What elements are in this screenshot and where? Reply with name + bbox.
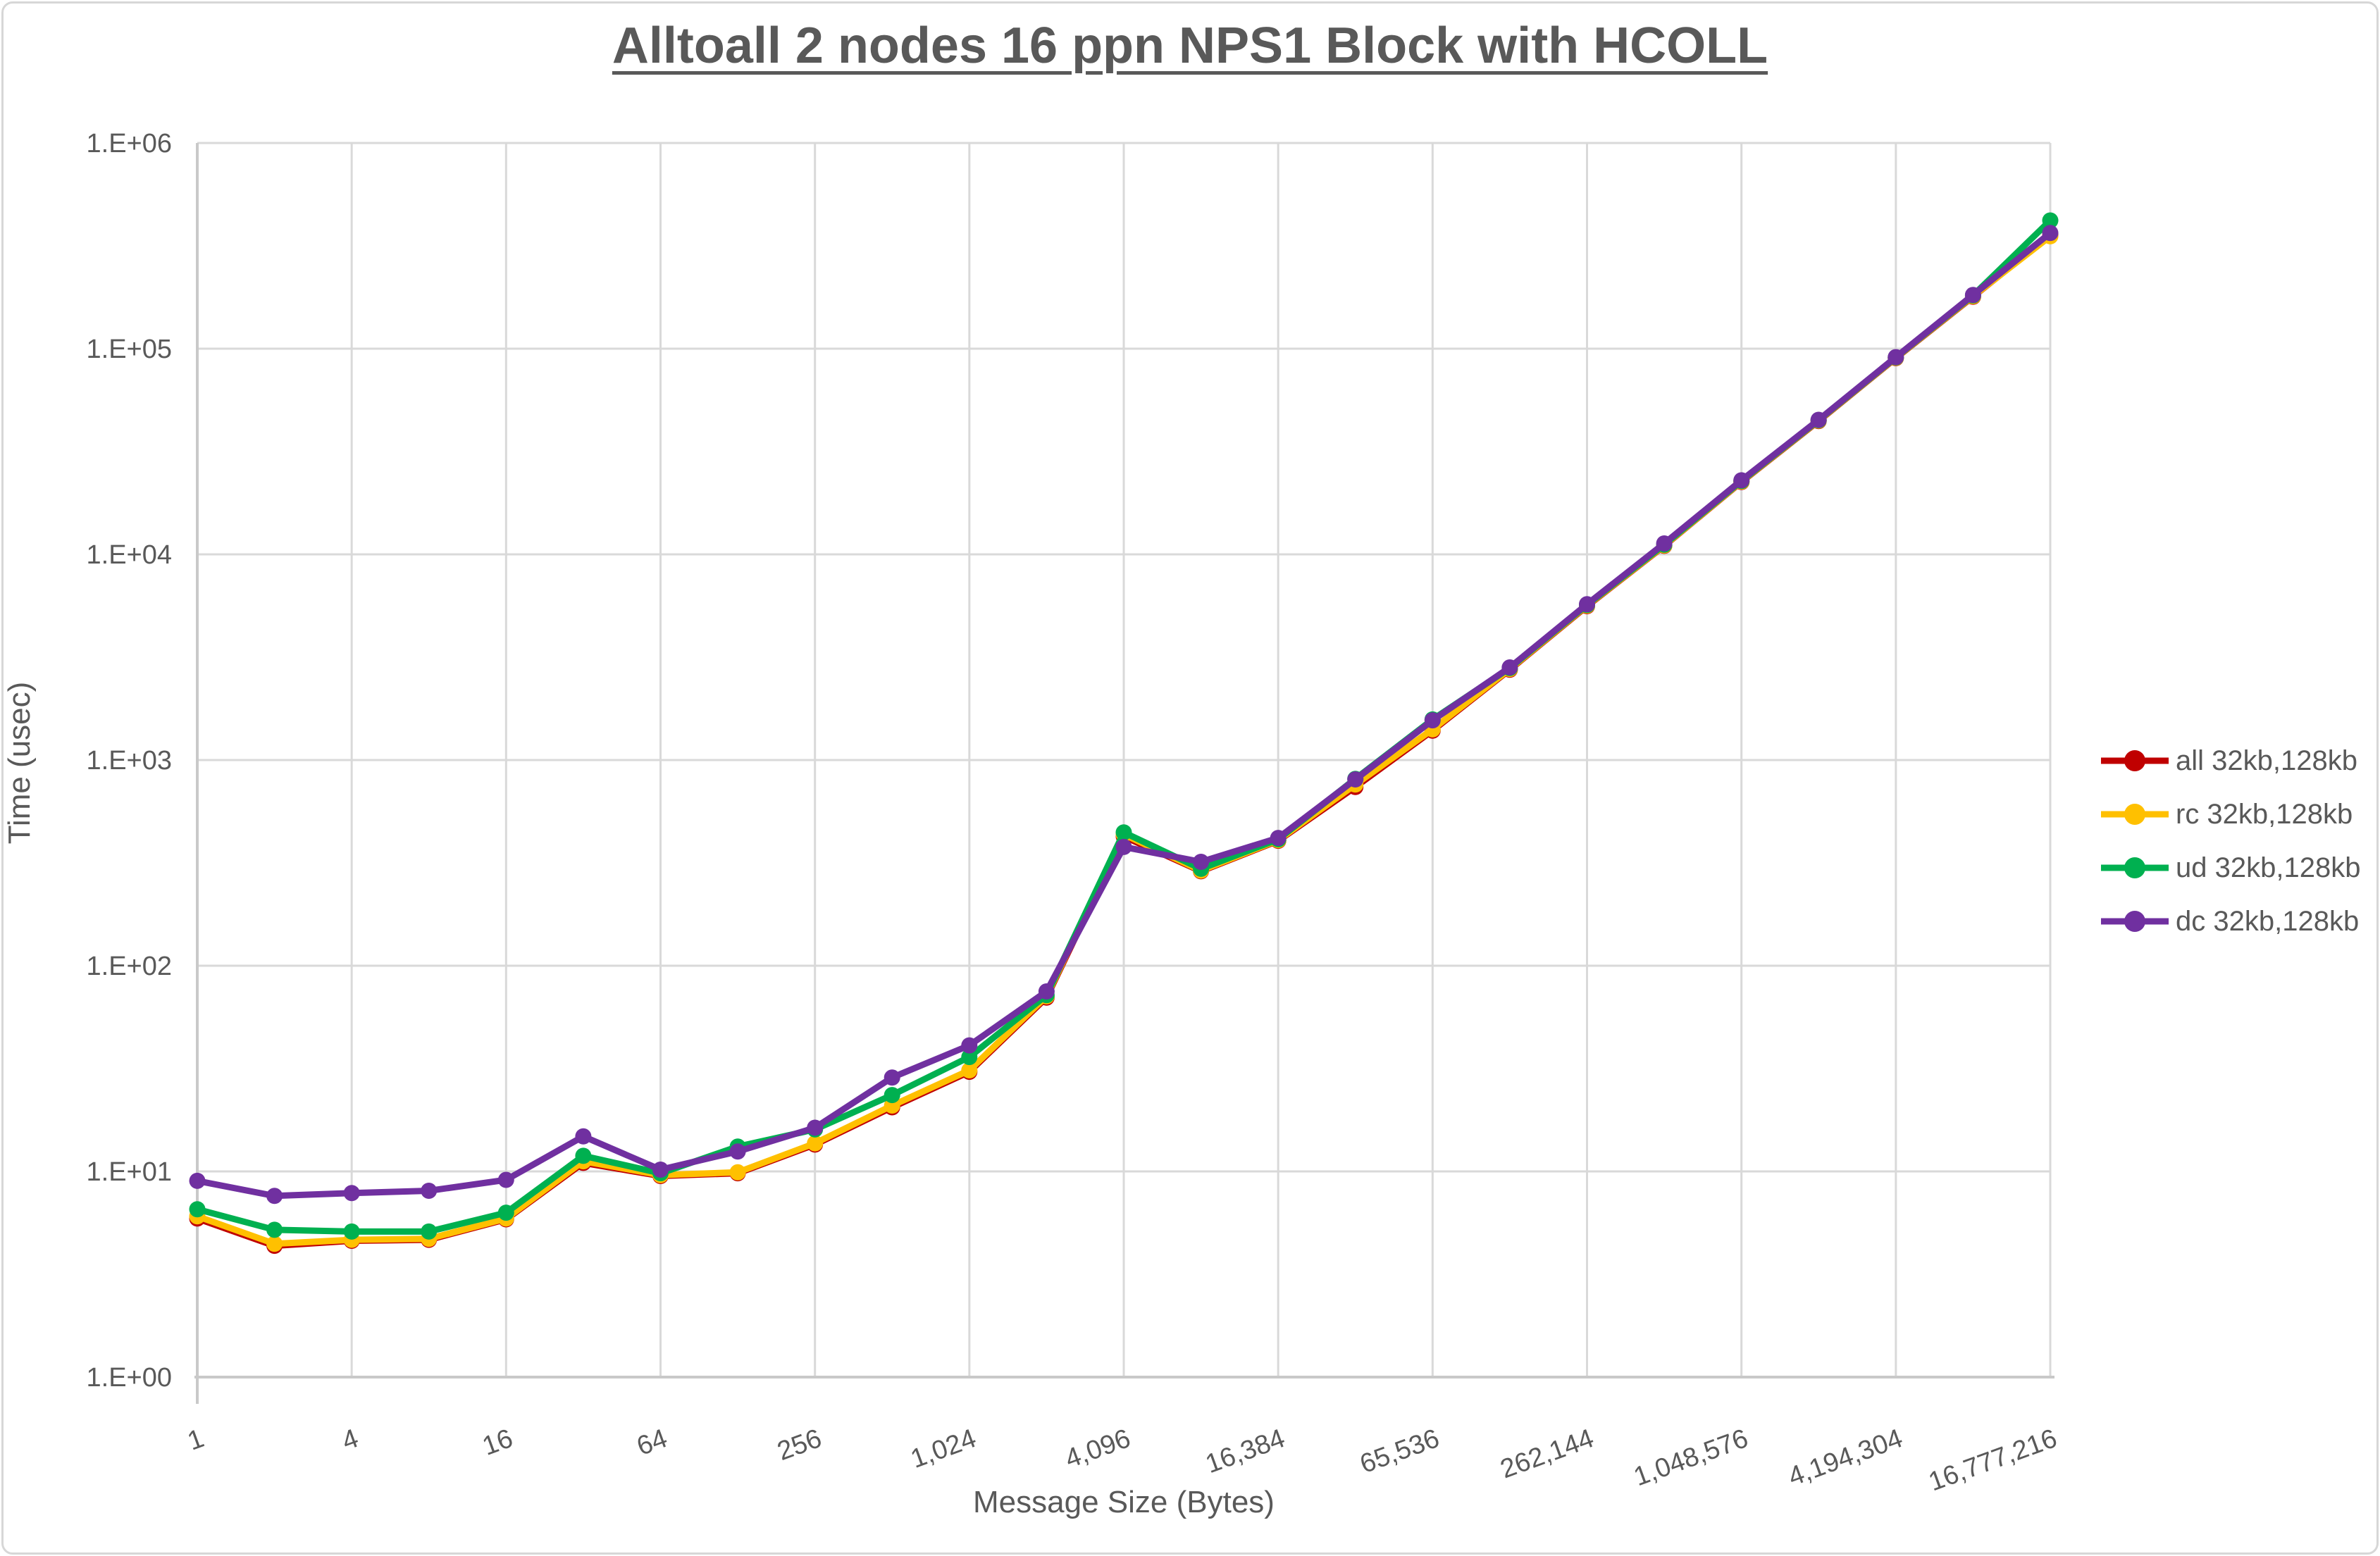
data-point-rc: [266, 1236, 283, 1252]
data-point-ud: [575, 1147, 592, 1164]
data-point-dc: [497, 1171, 514, 1188]
data-point-dc: [1888, 349, 1904, 366]
x-tick-label: 65,536: [1356, 1424, 1444, 1479]
legend-item-rc: rc 32kb,128kb: [2100, 798, 2360, 830]
y-tick-label: 1.E+00: [87, 1363, 173, 1393]
legend-item-ud: ud 32kb,128kb: [2100, 852, 2361, 883]
legend-marker-icon: [2101, 911, 2169, 932]
legend-item-dc: dc 32kb,128kb: [2100, 905, 2360, 937]
legend-label: dc 32kb,128kb: [2176, 905, 2360, 937]
x-tick-label: 16: [478, 1424, 516, 1462]
data-point-dc: [652, 1162, 669, 1178]
legend-label: ud 32kb,128kb: [2176, 852, 2361, 883]
data-point-dc: [961, 1037, 978, 1054]
data-point-dc: [1424, 712, 1441, 729]
data-point-dc: [575, 1128, 592, 1145]
data-point-ud: [421, 1223, 438, 1240]
data-point-dc: [1501, 659, 1518, 676]
data-point-dc: [2042, 225, 2059, 242]
data-point-dc: [343, 1185, 360, 1202]
legend-item-all: all 32kb,128kb: [2100, 745, 2360, 776]
y-tick-label: 1.E+01: [87, 1157, 173, 1187]
legend-label: all 32kb,128kb: [2176, 745, 2357, 776]
data-point-dc: [266, 1188, 283, 1205]
data-point-ud: [497, 1205, 514, 1221]
data-point-dc: [1347, 771, 1364, 788]
data-point-dc: [884, 1069, 900, 1086]
y-tick-label: 1.E+03: [87, 746, 173, 776]
legend-label: rc 32kb,128kb: [2176, 798, 2353, 830]
x-tick-label: 16,384: [1202, 1424, 1289, 1479]
data-point-dc: [1115, 838, 1132, 855]
y-axis-title: Time (usec): [2, 681, 37, 845]
data-point-dc: [1656, 535, 1673, 552]
data-point-ud: [884, 1087, 900, 1104]
x-tick-label: 1,024: [907, 1424, 980, 1474]
data-point-dc: [729, 1143, 746, 1160]
legend-marker-icon: [2101, 804, 2169, 825]
x-tick-label: 4,194,304: [1785, 1424, 1907, 1492]
data-point-dc: [1733, 472, 1750, 489]
x-axis-title: Message Size (Bytes): [973, 1485, 1275, 1519]
data-point-ud: [961, 1049, 978, 1066]
data-point-dc: [1193, 854, 1210, 870]
x-tick-label: 256: [774, 1424, 826, 1467]
data-point-ud: [189, 1201, 206, 1218]
data-point-dc: [1038, 983, 1055, 1000]
x-tick-label: 4: [338, 1424, 362, 1457]
legend-marker-icon: [2101, 750, 2169, 771]
x-tick-label: 4,096: [1061, 1424, 1134, 1474]
data-point-ud: [1115, 824, 1132, 841]
data-point-dc: [1964, 287, 1981, 304]
y-tick-label: 1.E+06: [87, 129, 173, 158]
data-point-ud: [266, 1221, 283, 1238]
data-point-ud: [343, 1223, 360, 1240]
x-tick-label: 1,048,576: [1630, 1424, 1752, 1492]
x-tick-label: 262,144: [1496, 1424, 1597, 1484]
x-tick-label: 64: [633, 1424, 671, 1462]
data-point-rc: [807, 1135, 824, 1152]
data-point-dc: [1270, 830, 1287, 847]
data-point-dc: [807, 1119, 824, 1136]
data-point-dc: [189, 1172, 206, 1189]
y-tick-label: 1.E+05: [87, 335, 173, 364]
data-point-rc: [961, 1062, 978, 1078]
data-point-dc: [1579, 596, 1595, 613]
data-point-rc: [729, 1164, 746, 1181]
legend-marker-icon: [2101, 857, 2169, 878]
legend: all 32kb,128kb rc 32kb,128kb ud 32kb,128kb…: [2100, 745, 2361, 937]
x-tick-label: 1: [184, 1424, 208, 1457]
chart-title: Alltoall 2 nodes 16 ppn NPS1 Block with …: [612, 18, 1768, 74]
y-tick-label: 1.E+02: [87, 952, 173, 981]
data-point-dc: [421, 1183, 438, 1199]
data-point-dc: [1810, 411, 1827, 428]
data-point-ud: [2042, 212, 2059, 229]
y-tick-label: 1.E+04: [87, 540, 173, 570]
